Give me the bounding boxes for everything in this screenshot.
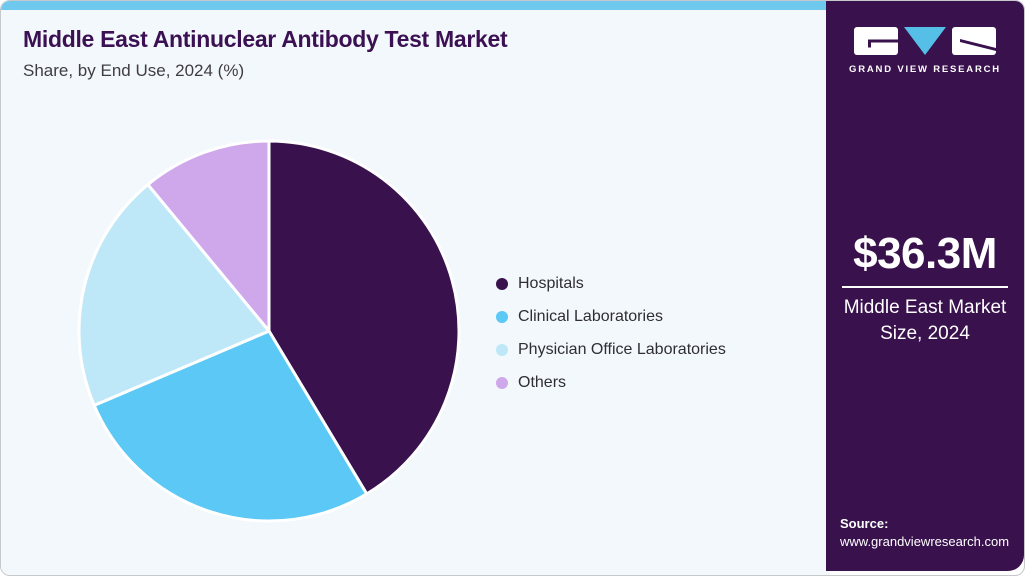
page-curl-decoration — [984, 564, 1024, 575]
source-label: Source: — [840, 516, 889, 531]
legend-item-others: Others — [496, 366, 726, 399]
legend-label: Clinical Laboratories — [518, 307, 663, 325]
pie-chart — [69, 131, 469, 531]
chart-panel: Middle East Antinuclear Antibody Test Ma… — [1, 1, 830, 575]
market-size-label: Middle East Market Size, 2024 — [843, 297, 1007, 344]
legend-label: Others — [518, 373, 567, 391]
gvr-logo: GRAND VIEW RESEARCH — [826, 27, 1024, 75]
legend-item-clinical-laboratories: Clinical Laboratories — [496, 300, 726, 333]
source-url: www.grandviewresearch.com — [840, 534, 1010, 549]
logo-v-triangle-icon — [904, 27, 946, 55]
market-size-block: $36.3M Middle East Market Size, 2024 — [826, 229, 1024, 347]
logo-brand-text: GRAND VIEW RESEARCH — [849, 64, 1001, 75]
pie-slice-others — [146, 139, 271, 333]
legend-item-hospitals: Hospitals — [496, 267, 726, 300]
page-title: Middle East Antinuclear Antibody Test Ma… — [23, 26, 508, 52]
logo-g-icon — [854, 27, 898, 55]
legend-label: Hospitals — [518, 274, 584, 292]
divider — [842, 286, 1008, 288]
pie-chart-svg — [77, 139, 461, 523]
market-size-value: $36.3M — [853, 229, 997, 278]
source-block: Source: www.grandviewresearch.com — [840, 515, 1009, 551]
pie-slice-hospitals — [267, 139, 461, 496]
legend-label: Physician Office Laboratories — [518, 340, 726, 358]
gvr-logo-marks — [826, 27, 1024, 55]
accent-bar — [1, 1, 830, 10]
legend-dot-clinical-laboratories — [496, 310, 508, 323]
sidebar: GRAND VIEW RESEARCH $36.3M Middle East M… — [826, 1, 1024, 575]
page-subtitle: Share, by End Use, 2024 (%) — [23, 61, 245, 80]
legend: Hospitals Clinical Laboratories Physicia… — [496, 267, 726, 399]
legend-dot-physician-office-laboratories — [496, 343, 508, 356]
pie-slice-physician-office-laboratories — [77, 183, 271, 407]
logo-r-icon — [952, 27, 996, 55]
pie-slice-clinical-laboratories — [92, 329, 369, 523]
legend-dot-others — [496, 376, 508, 389]
legend-item-physician-office-laboratories: Physician Office Laboratories — [496, 333, 726, 366]
legend-dot-hospitals — [496, 277, 508, 290]
